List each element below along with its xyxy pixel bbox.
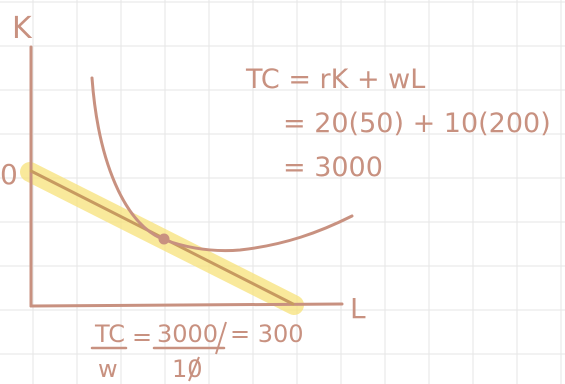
equation-line-1: TC = rK + wL [245, 64, 425, 95]
fraction-numerator-3000: 3000 [157, 320, 218, 348]
y-axis-label: K [12, 11, 33, 46]
x-axis-label: L [350, 292, 366, 325]
fraction-numerator-tc: TC [94, 320, 125, 348]
x-axis [29, 302, 344, 308]
intercept-result: = 300 [230, 320, 304, 348]
isoquant-curve [90, 76, 354, 253]
equals-sign: = [132, 323, 152, 351]
cancel-slash-denominator [188, 356, 200, 382]
equation-line-2: = 20(50) + 10(200) [283, 108, 551, 139]
axes [29, 45, 344, 308]
fraction-denominator-w: w [98, 355, 118, 383]
tangency-point [158, 233, 170, 245]
cancel-slash-numerator [215, 321, 227, 355]
y-intercept-label: 0 [0, 158, 18, 191]
equation-line-3: = 3000 [283, 152, 383, 183]
